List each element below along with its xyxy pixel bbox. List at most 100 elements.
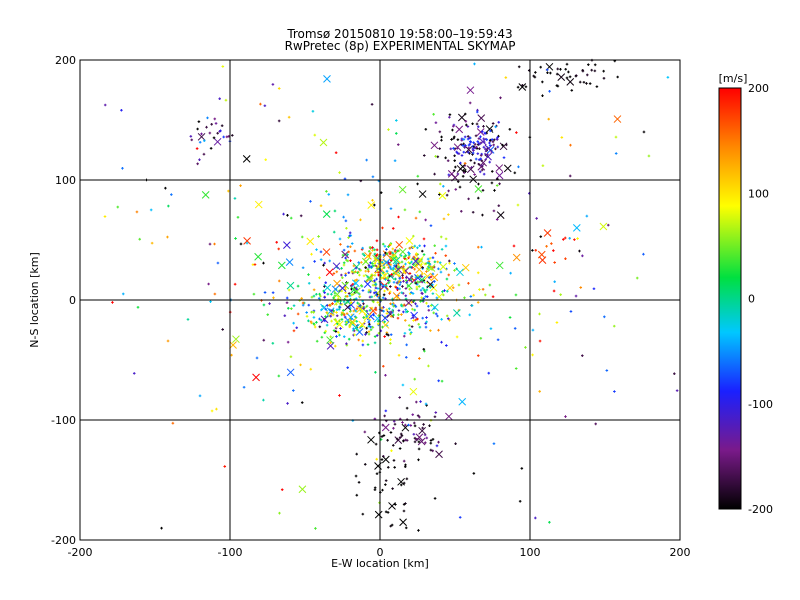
data-point-cross xyxy=(479,137,487,146)
data-point-dot xyxy=(231,134,234,137)
data-point-dot xyxy=(213,292,217,296)
data-point-dot xyxy=(325,323,329,327)
data-point-dot xyxy=(388,290,392,294)
data-point-cross xyxy=(431,303,439,312)
data-point-dot xyxy=(417,447,421,451)
data-point-dot xyxy=(472,472,476,475)
data-point-cross xyxy=(381,455,390,464)
data-point-dot xyxy=(418,210,422,214)
data-point-dot xyxy=(394,286,398,289)
data-point-dot xyxy=(513,171,517,175)
data-point-cross xyxy=(197,132,206,141)
data-point-dot xyxy=(400,260,404,264)
data-point-cross xyxy=(323,283,332,292)
data-point-dot xyxy=(489,327,493,330)
data-point-dot xyxy=(498,182,501,186)
data-point-dot xyxy=(355,452,359,456)
data-point-dot xyxy=(415,252,418,255)
data-point-dot xyxy=(564,257,567,261)
data-point-dot xyxy=(398,287,401,291)
data-point-dot xyxy=(136,306,140,309)
data-point-dot xyxy=(463,296,466,300)
data-point-dot xyxy=(489,138,492,142)
data-point-dot xyxy=(474,134,478,138)
data-point-dot xyxy=(409,291,413,294)
data-point-dot xyxy=(335,314,339,318)
data-point-dot xyxy=(581,254,584,258)
data-point-dot xyxy=(327,193,331,196)
data-point-dot xyxy=(449,147,453,151)
data-point-dot xyxy=(375,239,379,243)
data-point-dot xyxy=(549,71,552,75)
data-point-dot xyxy=(508,316,512,319)
data-point-dot xyxy=(539,65,542,69)
data-point-dot xyxy=(429,448,433,452)
data-point-dot xyxy=(438,261,442,264)
data-point-dot xyxy=(494,147,497,151)
data-point-dot xyxy=(491,295,495,299)
data-point-dot xyxy=(376,287,380,290)
data-point-dot xyxy=(492,143,495,147)
data-point-cross xyxy=(335,320,344,329)
data-point-dot xyxy=(392,459,396,462)
data-point-dot xyxy=(438,147,441,150)
data-point-dot xyxy=(401,383,405,387)
data-point-dot xyxy=(469,159,473,162)
data-point-dot xyxy=(277,279,281,283)
data-point-dot xyxy=(417,440,421,444)
data-point-dot xyxy=(413,421,416,425)
data-point-dot xyxy=(299,214,303,218)
data-point-dot xyxy=(383,414,386,418)
data-point-dot xyxy=(514,367,518,370)
data-point-dot xyxy=(277,87,281,90)
data-point-cross xyxy=(397,477,405,486)
data-point-dot xyxy=(388,252,392,256)
data-point-cross xyxy=(411,257,420,266)
data-point-dot xyxy=(215,407,218,411)
data-point-cross xyxy=(232,335,240,344)
data-point-cross xyxy=(394,265,403,274)
data-point-dot xyxy=(475,122,479,126)
data-point-dot xyxy=(404,308,408,311)
data-point-dot xyxy=(490,138,494,141)
data-point-dot xyxy=(524,85,528,89)
data-point-dot xyxy=(480,245,483,249)
data-point-dot xyxy=(406,310,409,313)
data-point-dot xyxy=(448,259,451,263)
data-point-dot xyxy=(417,322,420,326)
data-point-dot xyxy=(453,154,456,158)
data-point-dot xyxy=(283,314,287,318)
data-point-dot xyxy=(431,283,434,287)
data-point-dot xyxy=(431,256,435,260)
data-point-dot xyxy=(334,151,338,155)
data-point-dot xyxy=(424,325,428,329)
data-point-dot xyxy=(342,313,346,317)
data-point-dot xyxy=(218,97,221,101)
data-point-dot xyxy=(460,154,464,157)
data-point-dot xyxy=(347,250,351,254)
data-point-dot xyxy=(373,262,377,265)
data-point-dot xyxy=(425,288,429,292)
data-point-dot xyxy=(371,326,375,329)
data-point-dot xyxy=(290,307,293,310)
data-point-dot xyxy=(431,272,435,276)
data-point-dot xyxy=(412,432,416,436)
data-point-dot xyxy=(278,511,281,515)
data-point-dot xyxy=(401,285,404,288)
data-point-dot xyxy=(390,449,393,453)
data-point-dot xyxy=(425,267,429,271)
data-point-dot xyxy=(417,458,420,462)
data-point-cross xyxy=(418,426,426,435)
data-point-dot xyxy=(326,311,329,315)
data-point-dot xyxy=(531,328,535,332)
data-point-dot xyxy=(323,285,326,288)
data-point-dot xyxy=(338,305,342,309)
data-point-dot xyxy=(456,138,460,141)
data-point-dot xyxy=(422,297,426,300)
data-point-dot xyxy=(209,300,212,303)
data-point-dot xyxy=(323,319,327,323)
data-point-dot xyxy=(513,327,517,330)
data-point-dot xyxy=(381,325,384,329)
data-point-dot xyxy=(393,267,397,270)
data-point-dot xyxy=(329,335,332,339)
